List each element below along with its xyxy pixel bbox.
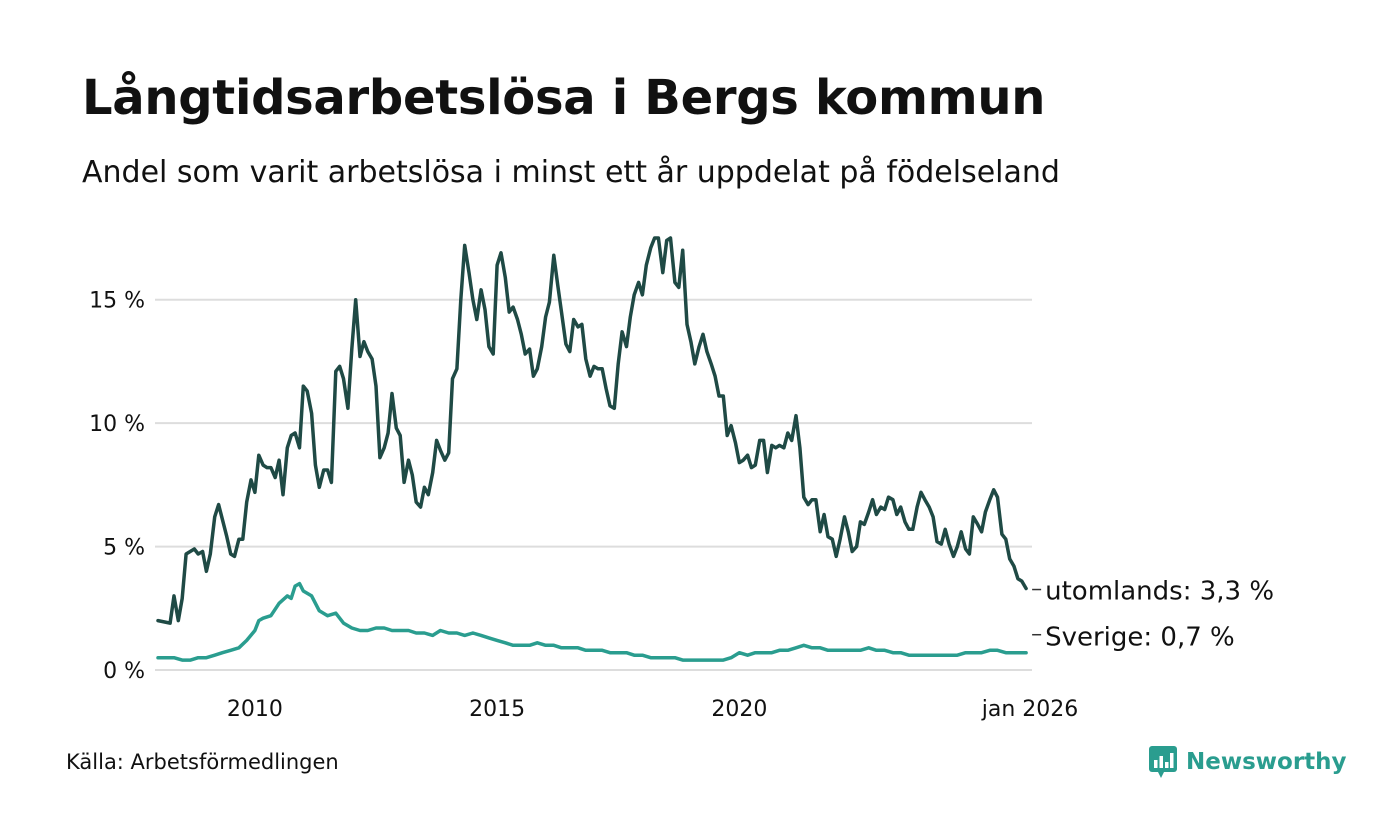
series-line-sverige bbox=[156, 581, 1028, 662]
y-tick-label: 0 % bbox=[103, 659, 145, 684]
newsworthy-logo-icon bbox=[1149, 746, 1177, 778]
brand-name: Newsworthy bbox=[1186, 749, 1347, 775]
series-lines bbox=[156, 236, 1028, 662]
x-tick-label: 2015 bbox=[469, 697, 525, 722]
end-label-utomlands: utomlands: 3,3 % bbox=[1045, 577, 1274, 607]
chart-title: Långtidsarbetslösa i Bergs kommun bbox=[82, 70, 1046, 126]
x-tick-label: 2020 bbox=[711, 697, 767, 722]
brand-logo: Newsworthy bbox=[1148, 745, 1347, 779]
gridlines bbox=[155, 298, 1032, 671]
source-note: Källa: Arbetsförmedlingen bbox=[66, 750, 339, 774]
end-label-sverige: Sverige: 0,7 % bbox=[1045, 623, 1235, 653]
series-end-labels: utomlands: 3,3 % Sverige: 0,7 % bbox=[1032, 577, 1274, 653]
x-tick-label: 2010 bbox=[227, 697, 283, 722]
y-axis-ticks: 0 % 5 % 10 % 15 % bbox=[89, 289, 145, 684]
chart-subtitle: Andel som varit arbetslösa i minst ett å… bbox=[82, 155, 1060, 190]
y-tick-label: 15 % bbox=[89, 289, 145, 314]
series-line-utomlands bbox=[156, 236, 1028, 625]
y-tick-label: 5 % bbox=[103, 536, 145, 561]
x-tick-label: jan 2026 bbox=[981, 697, 1079, 722]
x-axis-ticks: 2010 2015 2020 jan 2026 bbox=[227, 697, 1078, 722]
y-tick-label: 10 % bbox=[89, 412, 145, 437]
